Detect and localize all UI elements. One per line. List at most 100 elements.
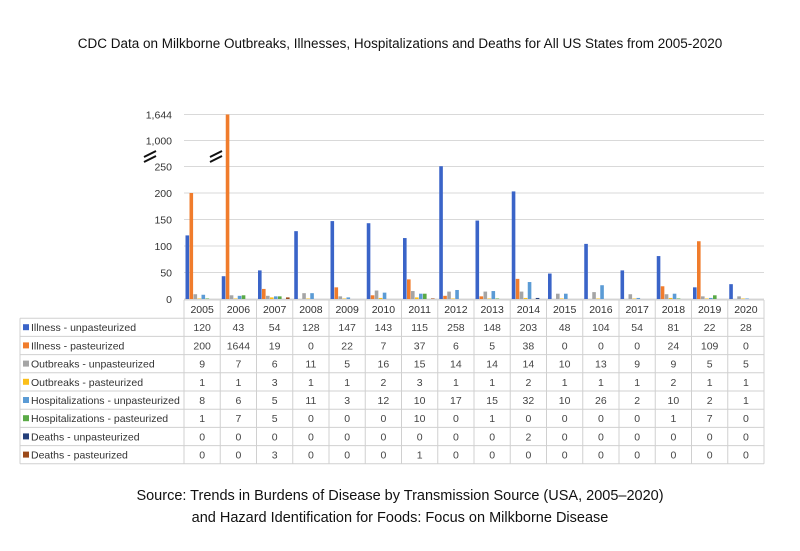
axis-break-mark bbox=[143, 150, 157, 158]
legend-label: Illness - pasteurized bbox=[31, 340, 125, 352]
bar-outbreaks-pasteurized-2009 bbox=[342, 298, 347, 299]
bar-illness-pasteurized-2014 bbox=[515, 278, 520, 299]
data-label: 0 bbox=[272, 431, 278, 443]
bar-outbreaks-pasteurized-2006 bbox=[233, 298, 238, 299]
bar-illness-pasteurized-2018 bbox=[660, 286, 665, 299]
data-label: 0 bbox=[634, 450, 640, 462]
x-category-label: 2006 bbox=[227, 304, 251, 316]
data-label: 203 bbox=[520, 322, 538, 334]
bar-outbreaks-pasteurized-2015 bbox=[560, 298, 564, 299]
bar-illness-pasteurized-2006 bbox=[225, 114, 230, 299]
x-category-label: 2013 bbox=[480, 304, 504, 316]
data-label: 1 bbox=[489, 413, 495, 425]
bar-hospitalizations-pasteurized-2006 bbox=[241, 295, 246, 299]
bar-illness-pasteurized-2007 bbox=[262, 288, 266, 299]
data-label: 16 bbox=[378, 359, 390, 371]
data-label: 1 bbox=[489, 377, 495, 389]
bar-hospitalizations-unpasteurized-2014 bbox=[527, 282, 532, 299]
data-label: 0 bbox=[670, 431, 676, 443]
data-label: 0 bbox=[707, 450, 713, 462]
source-line-2: and Hazard Identification for Foods: Foc… bbox=[191, 510, 609, 526]
data-label: 1 bbox=[743, 377, 749, 389]
bar-outbreaks-pasteurized-2019 bbox=[705, 298, 709, 299]
data-label: 5 bbox=[272, 395, 278, 407]
legend-label: Outbreaks - pasteurized bbox=[31, 377, 143, 389]
data-label: 1 bbox=[707, 377, 713, 389]
data-label: 54 bbox=[631, 322, 643, 334]
bar-outbreaks-unpasteurized-2012 bbox=[447, 291, 451, 299]
data-label: 2 bbox=[670, 377, 676, 389]
data-label: 0 bbox=[634, 431, 640, 443]
legend-swatch bbox=[23, 433, 29, 440]
data-label: 0 bbox=[308, 431, 314, 443]
data-label: 115 bbox=[411, 322, 428, 334]
data-label: 11 bbox=[305, 359, 316, 371]
bar-illness-unpasteurized-2019 bbox=[693, 287, 697, 299]
bar-hospitalizations-unpasteurized-2007 bbox=[274, 296, 278, 299]
y-tick-label: 1,000 bbox=[146, 136, 172, 148]
bar-illness-unpasteurized-2011 bbox=[403, 238, 407, 299]
data-label: 0 bbox=[308, 450, 314, 462]
data-label: 3 bbox=[417, 377, 423, 389]
data-label: 2 bbox=[525, 377, 531, 389]
bar-outbreaks-unpasteurized-2017 bbox=[628, 294, 633, 299]
bar-illness-pasteurized-2019 bbox=[697, 241, 701, 299]
bar-illness-unpasteurized-2020 bbox=[729, 284, 733, 299]
bar-outbreaks-unpasteurized-2005 bbox=[193, 294, 198, 299]
data-label: 5 bbox=[344, 359, 350, 371]
data-label: 0 bbox=[489, 431, 495, 443]
y-tick-label: 150 bbox=[154, 215, 172, 227]
bar-illness-unpasteurized-2014 bbox=[511, 191, 516, 299]
data-label: 3 bbox=[272, 450, 278, 462]
data-label: 24 bbox=[668, 340, 680, 352]
axis-break-mark bbox=[143, 155, 157, 163]
bar-hospitalizations-pasteurized-2011 bbox=[423, 293, 427, 299]
data-label: 2 bbox=[634, 395, 640, 407]
bar-outbreaks-pasteurized-2011 bbox=[415, 297, 419, 299]
data-label: 5 bbox=[489, 340, 495, 352]
data-label: 148 bbox=[483, 322, 501, 334]
x-category-label: 2008 bbox=[299, 304, 323, 316]
data-label: 1 bbox=[634, 377, 640, 389]
data-label: 0 bbox=[308, 413, 314, 425]
data-label: 10 bbox=[414, 395, 426, 407]
bar-hospitalizations-unpasteurized-2019 bbox=[709, 297, 713, 299]
data-label: 2 bbox=[380, 377, 386, 389]
data-label: 0 bbox=[743, 450, 749, 462]
x-category-label: 2015 bbox=[553, 304, 577, 316]
data-label: 0 bbox=[308, 340, 314, 352]
bar-hospitalizations-unpasteurized-2006 bbox=[237, 295, 242, 299]
data-label: 0 bbox=[562, 340, 568, 352]
data-label: 37 bbox=[414, 340, 426, 352]
bar-illness-unpasteurized-2009 bbox=[330, 221, 335, 299]
bar-hospitalizations-unpasteurized-2009 bbox=[346, 297, 351, 299]
data-label: 258 bbox=[447, 322, 465, 334]
data-label: 0 bbox=[489, 450, 495, 462]
data-label: 1 bbox=[743, 395, 749, 407]
legend-swatch bbox=[23, 378, 29, 385]
bar-illness-pasteurized-2012 bbox=[443, 295, 447, 299]
data-label: 22 bbox=[704, 322, 716, 334]
y-tick-label: 100 bbox=[154, 241, 172, 253]
bar-illness-pasteurized-2013 bbox=[479, 296, 484, 299]
bar-outbreaks-pasteurized-2007 bbox=[270, 297, 274, 299]
data-label: 19 bbox=[269, 340, 281, 352]
bar-illness-unpasteurized-2017 bbox=[620, 270, 625, 299]
bar-outbreaks-pasteurized-2005 bbox=[197, 298, 202, 299]
data-label: 3 bbox=[344, 395, 350, 407]
bar-outbreaks-unpasteurized-2010 bbox=[374, 290, 379, 299]
bar-hospitalizations-unpasteurized-2011 bbox=[419, 293, 423, 299]
bar-hospitalizations-unpasteurized-2017 bbox=[636, 297, 641, 299]
bar-deaths-unpasteurized-2014 bbox=[535, 297, 540, 299]
data-label: 109 bbox=[701, 340, 719, 352]
data-label: 0 bbox=[380, 450, 386, 462]
bar-hospitalizations-pasteurized-2013 bbox=[495, 298, 500, 299]
bar-outbreaks-pasteurized-2012 bbox=[451, 298, 455, 299]
bar-outbreaks-pasteurized-2010 bbox=[378, 297, 383, 299]
legend-swatch bbox=[23, 397, 29, 403]
bar-deaths-pasteurized-2007 bbox=[286, 297, 290, 299]
x-category-label: 2007 bbox=[263, 304, 287, 316]
bar-illness-unpasteurized-2006 bbox=[221, 276, 226, 299]
data-label: 0 bbox=[598, 413, 604, 425]
